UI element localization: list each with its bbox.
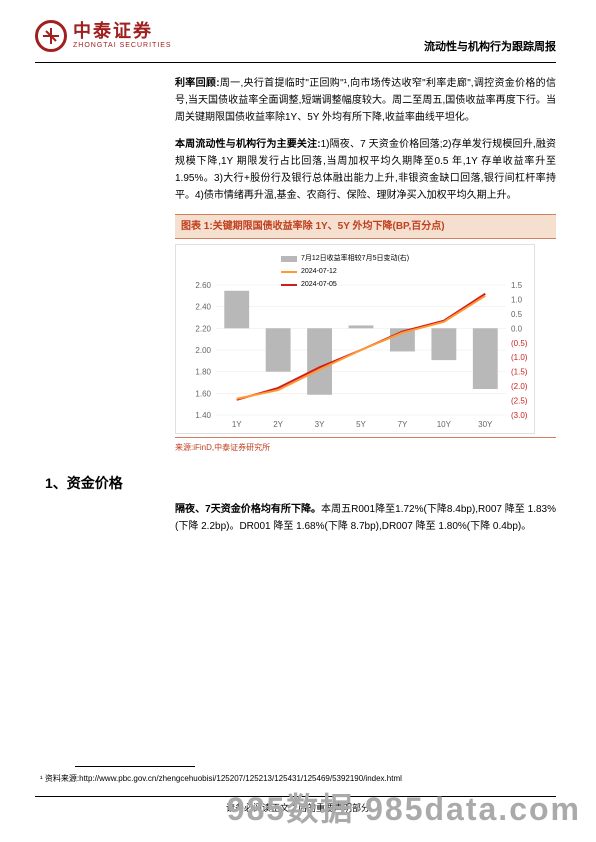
svg-text:1.40: 1.40: [195, 411, 211, 420]
svg-text:1.80: 1.80: [195, 368, 211, 377]
svg-text:2.00: 2.00: [195, 346, 211, 355]
svg-text:(2.5): (2.5): [511, 397, 528, 406]
svg-text:0.5: 0.5: [511, 310, 523, 319]
report-title: 流动性与机构行为跟踪周报: [424, 38, 556, 54]
svg-text:2.20: 2.20: [195, 324, 211, 333]
footnote: ¹ 资料来源:http://www.pbc.gov.cn/zhengcehuob…: [40, 773, 402, 784]
svg-text:3Y: 3Y: [315, 420, 325, 429]
footnote-divider: [75, 766, 195, 767]
watermark: 985数据 985data.com: [227, 784, 581, 830]
paragraph-3: 隔夜、7天资金价格均有所下降。本周五R001降至1.72%(下降8.4bp),R…: [175, 501, 556, 535]
paragraph-1: 利率回顾:周一,央行首提临时"正回购"¹,向市场传达收窄"利率走廊",调控资金价…: [175, 75, 556, 126]
svg-text:1.0: 1.0: [511, 295, 523, 304]
section-1-heading: 1、资金价格: [0, 455, 596, 501]
svg-text:(1.0): (1.0): [511, 353, 528, 362]
svg-text:2Y: 2Y: [273, 420, 283, 429]
logo-icon: [35, 20, 67, 52]
svg-text:30Y: 30Y: [478, 420, 493, 429]
logo: 中泰证券 ZHONGTAI SECURITIES: [35, 20, 172, 52]
logo-text-cn: 中泰证券: [73, 22, 172, 42]
svg-text:(0.5): (0.5): [511, 339, 528, 348]
svg-text:0.0: 0.0: [511, 324, 523, 333]
paragraph-2: 本周流动性与机构行为主要关注:1)隔夜、7 天资金价格回落;2)存单发行规模回升…: [175, 136, 556, 204]
svg-text:2.60: 2.60: [195, 281, 211, 290]
chart-legend: 7月12日收益率相较7月5日变动(右) 2024-07-12 2024-07-0…: [281, 253, 409, 292]
svg-text:1.60: 1.60: [195, 389, 211, 398]
svg-text:5Y: 5Y: [356, 420, 366, 429]
chart-title: 图表 1:关键期限国债收益率除 1Y、5Y 外均下降(BP,百分点): [175, 214, 556, 239]
yield-chart: 7月12日收益率相较7月5日变动(右) 2024-07-12 2024-07-0…: [175, 244, 535, 434]
svg-text:1.5: 1.5: [511, 281, 523, 290]
svg-text:1Y: 1Y: [232, 420, 242, 429]
svg-text:(2.0): (2.0): [511, 382, 528, 391]
svg-text:(1.5): (1.5): [511, 368, 528, 377]
svg-text:7Y: 7Y: [398, 420, 408, 429]
logo-text-en: ZHONGTAI SECURITIES: [73, 42, 172, 50]
chart-source: 来源:iFinD,中泰证券研究所: [175, 437, 556, 455]
svg-text:2.40: 2.40: [195, 303, 211, 312]
svg-text:10Y: 10Y: [437, 420, 452, 429]
svg-text:(3.0): (3.0): [511, 411, 528, 420]
